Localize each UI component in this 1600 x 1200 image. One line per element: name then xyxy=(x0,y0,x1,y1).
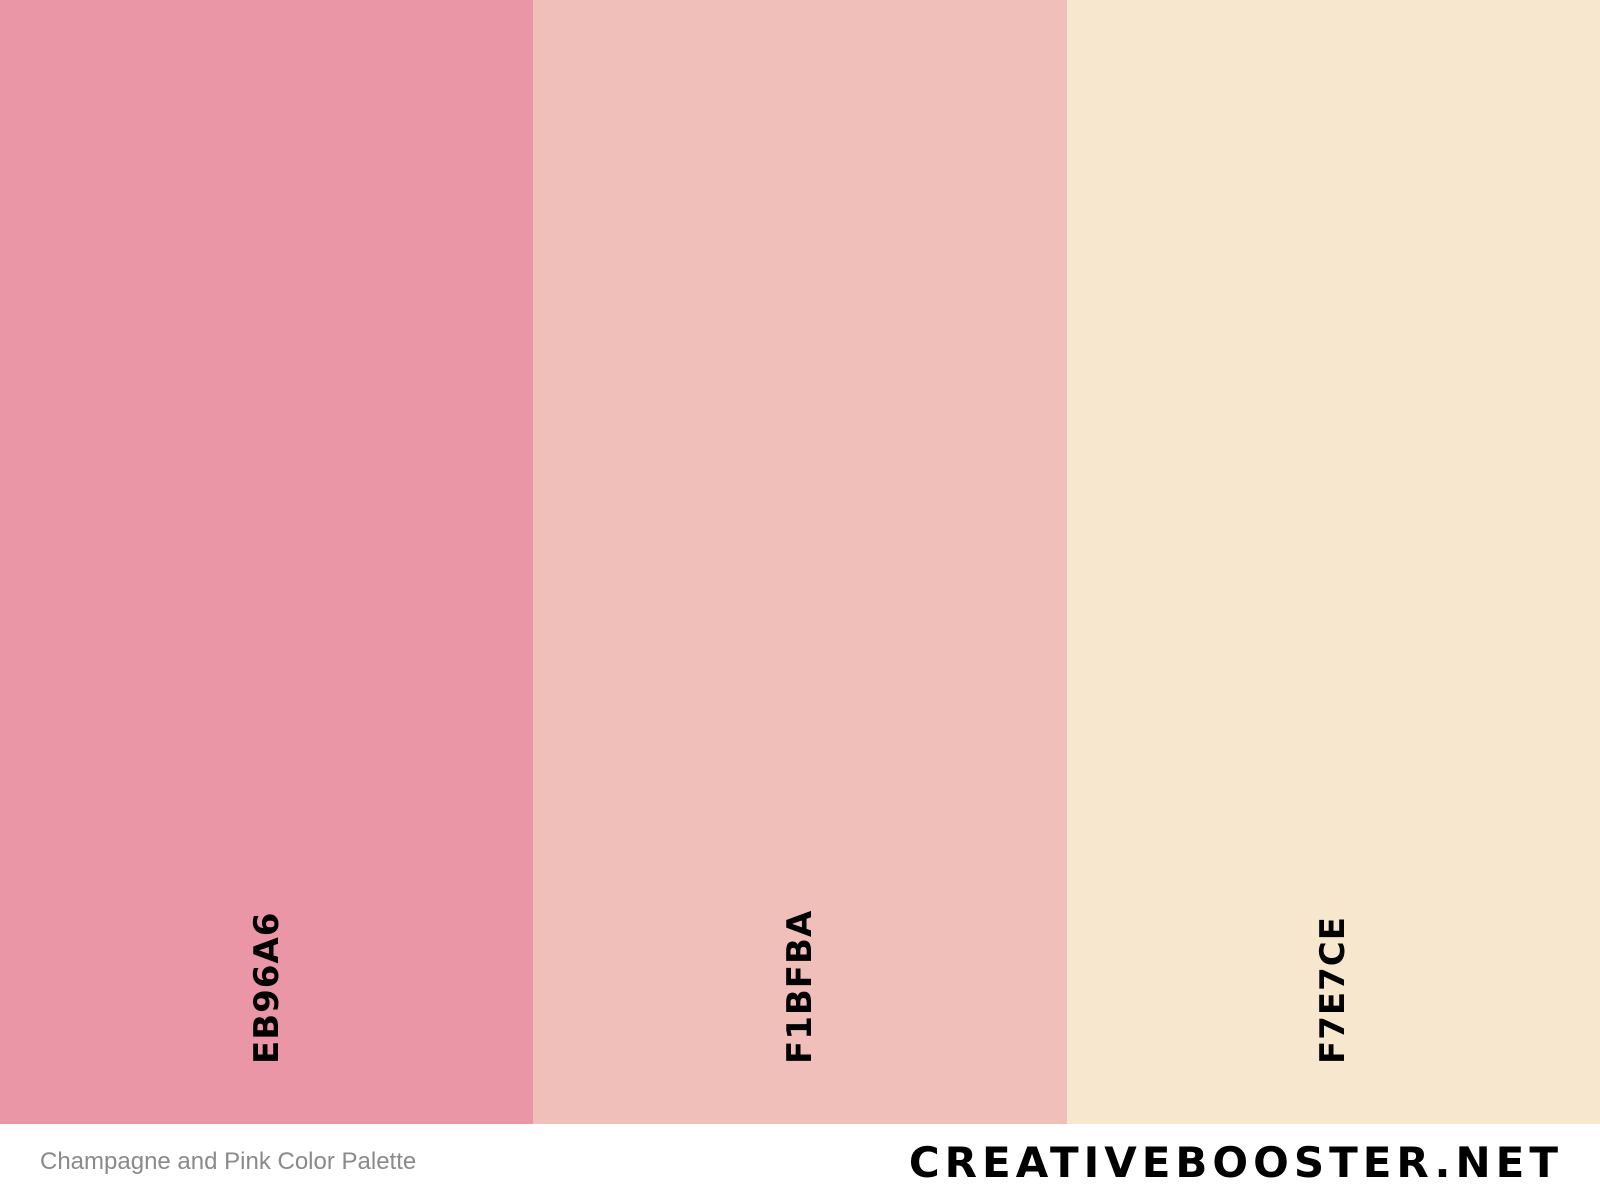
hex-code-label-2: F1BFBA xyxy=(779,909,820,1064)
color-swatch-3: F7E7CE xyxy=(1066,0,1600,1124)
brand-logo-text: CREATIVEBOOSTER.NET xyxy=(908,1138,1563,1187)
hex-code-label-3: F7E7CE xyxy=(1313,916,1354,1064)
color-swatch-1: EB96A6 xyxy=(0,0,534,1124)
color-palette: EB96A6 F1BFBA F7E7CE xyxy=(0,0,1600,1124)
hex-code-label-1: EB96A6 xyxy=(246,911,287,1064)
color-swatch-2: F1BFBA xyxy=(533,0,1067,1124)
palette-title: Champagne and Pink Color Palette xyxy=(40,1148,417,1175)
footer-bar: Champagne and Pink Color Palette CREATIV… xyxy=(0,1124,1600,1200)
